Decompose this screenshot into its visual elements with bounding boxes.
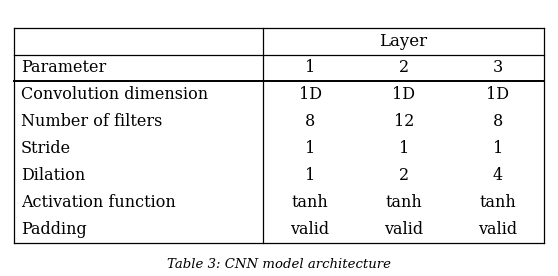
Text: Layer: Layer: [379, 33, 427, 50]
Text: Activation function: Activation function: [21, 194, 175, 211]
Text: 2: 2: [399, 167, 409, 184]
Text: tanh: tanh: [479, 194, 516, 211]
Text: Table 3: CNN model architecture: Table 3: CNN model architecture: [167, 258, 391, 271]
Text: Padding: Padding: [21, 221, 86, 238]
Text: 8: 8: [305, 113, 315, 130]
Text: valid: valid: [478, 221, 517, 238]
Text: 4: 4: [493, 167, 503, 184]
Text: 1: 1: [305, 59, 315, 76]
Text: Convolution dimension: Convolution dimension: [21, 86, 208, 104]
Text: 1: 1: [493, 140, 503, 157]
Text: 1: 1: [399, 140, 409, 157]
Text: 1D: 1D: [299, 86, 321, 104]
Text: 12: 12: [393, 113, 414, 130]
Text: 2: 2: [399, 59, 409, 76]
Text: 1: 1: [305, 140, 315, 157]
Text: 1: 1: [305, 167, 315, 184]
Text: tanh: tanh: [386, 194, 422, 211]
Text: valid: valid: [291, 221, 330, 238]
Text: Number of filters: Number of filters: [21, 113, 162, 130]
Text: 8: 8: [493, 113, 503, 130]
Text: Stride: Stride: [21, 140, 71, 157]
Text: valid: valid: [384, 221, 424, 238]
Text: 1D: 1D: [392, 86, 415, 104]
Text: Dilation: Dilation: [21, 167, 85, 184]
Text: 1D: 1D: [486, 86, 509, 104]
Text: Parameter: Parameter: [21, 59, 106, 76]
Text: 3: 3: [493, 59, 503, 76]
Text: tanh: tanh: [292, 194, 329, 211]
